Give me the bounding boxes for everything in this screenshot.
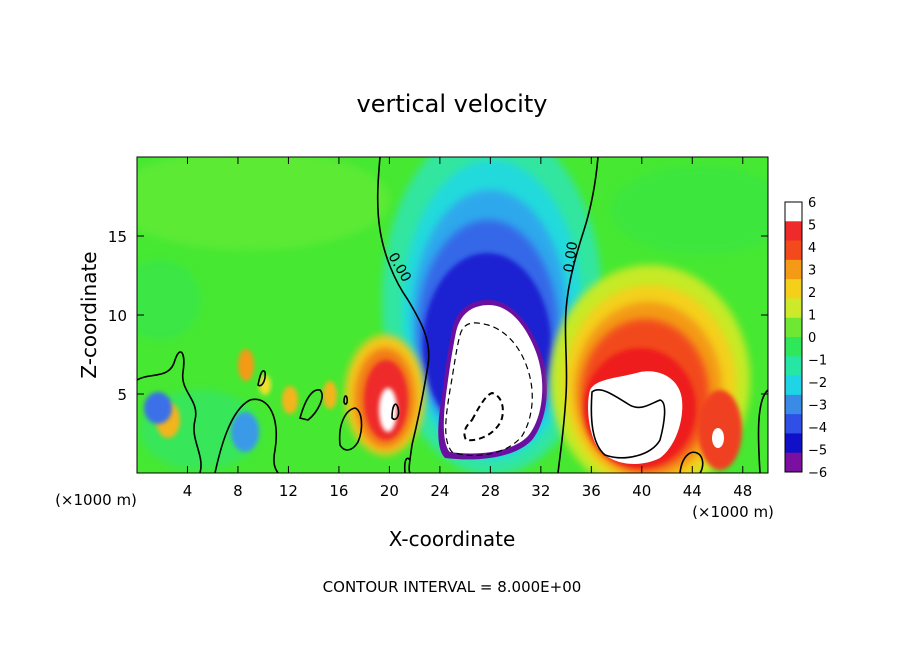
- zero-contour-small: [679, 451, 704, 473]
- x-tick-label: 44: [683, 482, 702, 500]
- x-tick-label: 32: [531, 482, 550, 500]
- colorbar-tick-label: −6: [808, 466, 827, 481]
- x-tick-label: 16: [329, 482, 348, 500]
- negative-contours: [445, 322, 533, 457]
- colorbar-swatch: [785, 279, 802, 299]
- small-cell: [282, 386, 298, 414]
- heatmap-field: 0.00 0.00: [137, 157, 768, 473]
- colorbar-tick-label: 3: [808, 264, 816, 279]
- zero-contour-small: [338, 407, 363, 451]
- x-axis-ticks: 4 8 12 16 20 24 28 32 36 40 44 48: [183, 157, 752, 500]
- zero-contour-small: [299, 389, 323, 421]
- updraft-right: [550, 265, 750, 473]
- y-tick-label: 15: [108, 228, 127, 246]
- small-cell: [323, 381, 337, 409]
- x-tick-label: 12: [279, 482, 298, 500]
- colorbar-swatch: [785, 317, 802, 338]
- small-cell: [238, 349, 254, 381]
- colorbar-swatch: [785, 452, 802, 473]
- x-tick-label: 36: [582, 482, 601, 500]
- colorbar-frame: [784, 201, 803, 473]
- updraft-layer: [712, 428, 724, 448]
- zero-contour-right: [557, 157, 599, 473]
- zero-contour-small: [343, 395, 348, 405]
- y-tick-label: 5: [117, 386, 127, 404]
- y-axis-label: Z-coordinate: [77, 251, 101, 378]
- colorbar: 6 5 4 3 2 1 0 −1 −2 −3 −4 −5 −6: [784, 196, 827, 481]
- zero-contour-right-core: [590, 389, 666, 459]
- zero-contour-small: [137, 351, 202, 473]
- colorbar-swatch: [785, 394, 802, 415]
- downdraft-core: [382, 157, 602, 473]
- downdraft-white-core: [443, 305, 543, 454]
- x-tick-label: 40: [632, 482, 651, 500]
- colorbar-swatch: [785, 356, 802, 377]
- colorbar-swatch: [785, 240, 802, 261]
- x-unit-right: (×1000 m): [692, 503, 774, 521]
- updraft-left: [345, 335, 425, 455]
- colorbar-tick-label: −3: [808, 399, 827, 414]
- zero-contour-left-core: [391, 403, 400, 421]
- colorbar-tick-label: 6: [808, 196, 816, 211]
- colorbar-tick-label: −4: [808, 421, 827, 436]
- colorbar-swatch: [785, 298, 802, 319]
- colorbar-swatch: [785, 337, 802, 357]
- zero-contour-small: [214, 398, 279, 473]
- colorbar-tick-label: −2: [808, 376, 827, 391]
- x-tick-label: 8: [233, 482, 243, 500]
- colorbar-swatch: [785, 375, 802, 396]
- y-tick-label: 10: [108, 307, 127, 325]
- x-tick-label: 24: [430, 482, 449, 500]
- colorbar-tick-label: −1: [808, 354, 827, 369]
- contour-interval-text: CONTOUR INTERVAL = 8.000E+00: [323, 578, 582, 596]
- colorbar-tick-label: 4: [808, 241, 816, 256]
- small-cell: [259, 375, 271, 395]
- colorbar-swatch: [785, 433, 802, 454]
- colorbar-swatch: [785, 414, 802, 434]
- zero-contour-left: [376, 157, 430, 473]
- zero-contour-small: [257, 370, 266, 387]
- zero-contours: [137, 157, 768, 473]
- colorbar-tick-label: 1: [808, 309, 816, 324]
- x-unit-left: (×1000 m): [55, 491, 137, 509]
- colorbar-tick-label: −5: [808, 444, 827, 459]
- negative-contour-inner: [463, 391, 504, 442]
- x-axis-label: X-coordinate: [389, 527, 516, 551]
- colorbar-tick-label: 2: [808, 286, 816, 301]
- negative-contour-outer: [445, 322, 533, 457]
- updraft-white-core: [379, 388, 397, 432]
- colorbar-swatch: [785, 221, 802, 242]
- x-tick-label: 4: [183, 482, 193, 500]
- small-cell: [231, 412, 259, 452]
- colorbar-tick-label: 0: [808, 331, 816, 346]
- field-patch: [137, 260, 200, 340]
- colorbar-swatch: [785, 202, 802, 222]
- field-patch: [610, 165, 768, 255]
- x-tick-label: 48: [733, 482, 752, 500]
- colorbar-tick-label: 5: [808, 219, 816, 234]
- field-patch: [137, 157, 390, 250]
- contour-label-right: 0.00: [561, 240, 581, 273]
- zero-contour-small: [403, 457, 411, 473]
- chart-title: vertical velocity: [357, 90, 548, 118]
- x-tick-label: 28: [481, 482, 500, 500]
- y-axis-ticks: 5 10 15: [108, 228, 768, 404]
- small-cell: [144, 392, 172, 424]
- x-tick-label: 20: [380, 482, 399, 500]
- colorbar-swatch: [785, 259, 802, 280]
